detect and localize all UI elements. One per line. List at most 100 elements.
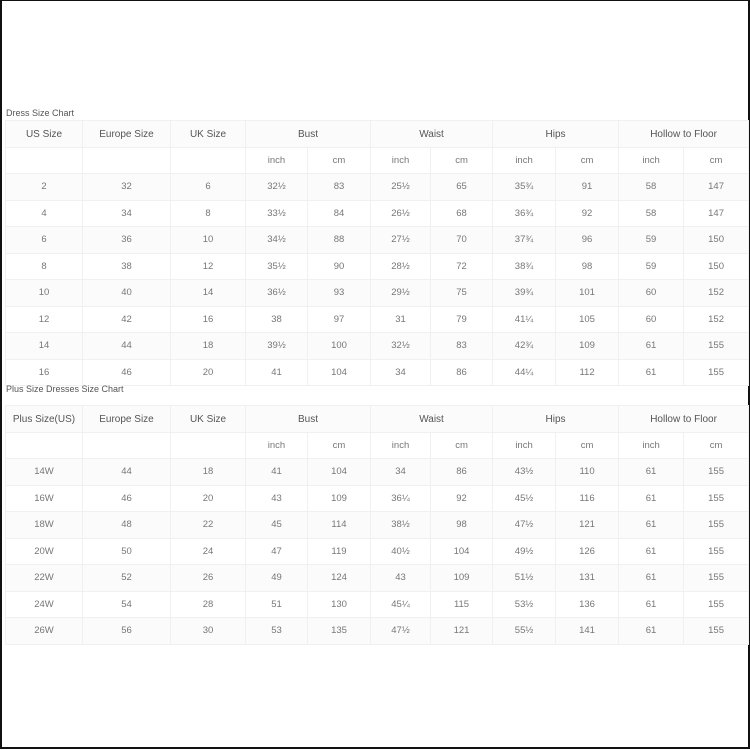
table-cell: 28 [170,590,246,618]
column-header: UK Size [170,120,246,148]
table-cell: 14 [170,279,246,307]
unit-header [170,147,246,174]
table-cell: 136 [555,590,620,618]
table-cell: 59 [618,226,685,254]
table-cell: 49½ [492,537,557,565]
table-cell: 32 [82,173,171,201]
table-cell: 58 [618,173,685,201]
table-cell: 70 [430,226,494,254]
table-cell: 130 [306,590,372,618]
column-header: Europe Size [82,120,171,148]
table-cell: 18 [170,332,246,360]
table-cell: 8 [170,199,246,227]
table-cell: 27½ [370,226,432,254]
table-cell: 98 [555,252,620,280]
column-header: Plus Size(US) [5,405,83,433]
table-cell: 86 [430,358,494,386]
table-cell: 10 [5,279,83,307]
table-cell: 61 [618,458,685,486]
table-cell: 25½ [370,173,432,201]
table-cell: 121 [555,511,620,539]
table-cell: 44 [82,332,171,360]
unit-header: inch [245,432,308,459]
table-cell: 155 [683,537,750,565]
table-cell: 36 [82,226,171,254]
table-row: 4 34 8 33½ 84 26½ 68 36¾ 92 58 147 [5,199,750,227]
table-cell: 50 [82,537,171,565]
table-row: 26W 56 30 53 135 47½ 121 55½ 141 61 155 [5,617,750,645]
table-cell: 105 [555,305,620,333]
table-cell: 96 [555,226,620,254]
table-cell: 36½ [245,279,308,307]
header-row: Plus Size(US) Europe Size UK Size Bust Waist… [5,405,750,433]
table-cell: 61 [618,358,685,386]
table-cell: 155 [683,358,750,386]
table-row: 8 38 12 35½ 90 28½ 72 38¾ 98 59 150 [5,252,750,280]
table-cell: 38 [245,305,308,333]
unit-header: cm [683,432,750,459]
table-cell: 41¼ [492,305,557,333]
table-cell: 101 [555,279,620,307]
table-cell: 84 [306,199,372,227]
unit-header [82,147,171,174]
table-cell: 124 [306,564,372,592]
dress-size-table: US Size Europe Size UK Size Bust Waist Hips Ho… [5,120,750,386]
table-cell: 14W [5,458,83,486]
table-cell: 39¾ [492,279,557,307]
column-header: Bust [244,405,372,433]
table-cell: 26½ [370,199,432,227]
unit-header [170,432,246,459]
column-header: Waist [370,120,494,148]
unit-header: cm [683,147,750,174]
table-row: 24W 54 28 51 130 45¼ 115 53½ 136 61 155 [5,590,750,618]
table-row: 20W 50 24 47 119 40½ 104 49½ 126 61 155 [5,537,750,565]
table-cell: 54 [82,590,171,618]
table-cell: 6 [170,173,246,201]
table-cell: 6 [5,226,83,254]
table-row: 16W 46 20 43 109 36¼ 92 45½ 116 61 155 [5,484,750,512]
table-cell: 114 [306,511,372,539]
table-cell: 61 [618,511,685,539]
unit-row: inch cm inch cm inch cm inch cm [5,432,750,459]
unit-header: inch [492,432,557,459]
table-cell: 152 [683,279,750,307]
unit-header: inch [492,147,557,174]
table-cell: 104 [306,458,372,486]
table-cell: 35½ [245,252,308,280]
plus-size-table: Plus Size(US) Europe Size UK Size Bust Waist… [5,405,750,645]
table-cell: 53 [245,617,308,645]
table-cell: 20 [170,484,246,512]
table-cell: 104 [306,358,372,386]
table-cell: 18 [170,458,246,486]
table-cell: 86 [430,458,494,486]
table-cell: 150 [683,226,750,254]
table-cell: 41 [245,458,308,486]
table-cell: 155 [683,564,750,592]
table-cell: 61 [618,537,685,565]
table-cell: 100 [306,332,372,360]
table-cell: 91 [555,173,620,201]
table-cell: 131 [555,564,620,592]
table-cell: 119 [306,537,372,565]
table-cell: 147 [683,199,750,227]
table-cell: 41 [245,358,308,386]
table-cell: 45½ [492,484,557,512]
table-cell: 98 [430,511,494,539]
table-cell: 115 [430,590,494,618]
table-cell: 147 [683,173,750,201]
table-cell: 121 [430,617,494,645]
header-row: US Size Europe Size UK Size Bust Waist Hips Ho… [5,120,750,148]
table-cell: 24W [5,590,83,618]
table-cell: 47 [245,537,308,565]
table-cell: 72 [430,252,494,280]
table-cell: 8 [5,252,83,280]
table-cell: 37¾ [492,226,557,254]
table-cell: 34 [370,458,432,486]
table-cell: 51½ [492,564,557,592]
table-cell: 2 [5,173,83,201]
table-cell: 109 [555,332,620,360]
table-cell: 16W [5,484,83,512]
table-cell: 10 [170,226,246,254]
table-cell: 31 [370,305,432,333]
table-cell: 155 [683,590,750,618]
